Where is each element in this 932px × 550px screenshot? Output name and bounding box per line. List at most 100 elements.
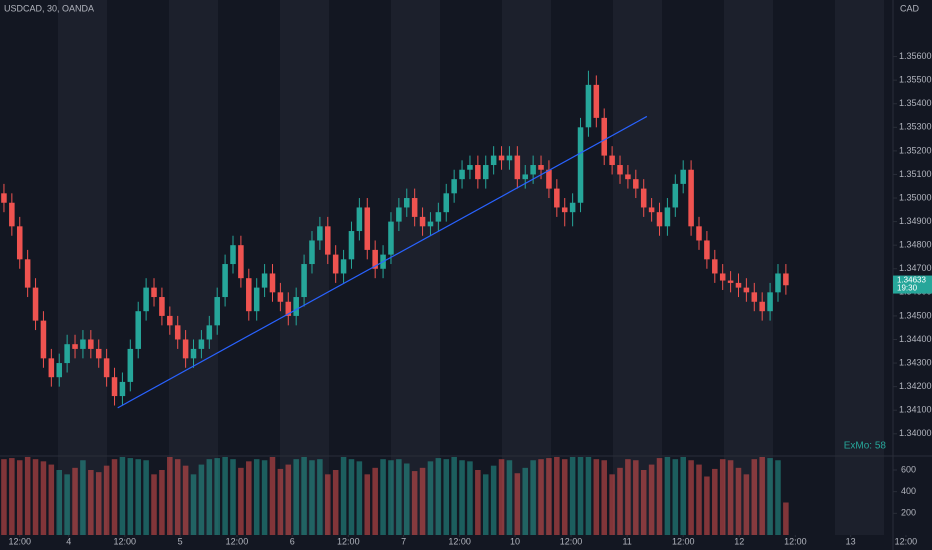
volume-bar xyxy=(704,476,710,535)
candle-body xyxy=(88,339,94,349)
volume-bar xyxy=(467,461,473,535)
candle-body xyxy=(80,339,86,349)
volume-tick-label: 200 xyxy=(901,508,916,518)
volume-bar xyxy=(246,461,252,535)
candle-body xyxy=(601,117,607,156)
volume-bar xyxy=(775,460,781,535)
currency-label: CAD xyxy=(900,3,920,13)
volume-bar xyxy=(285,464,292,535)
candle-body xyxy=(190,348,197,359)
volume-bar xyxy=(16,460,23,535)
volume-bar xyxy=(451,457,457,535)
volume-bar xyxy=(664,457,671,535)
candle-body xyxy=(593,84,600,118)
volume-bar xyxy=(514,473,521,535)
candle-body xyxy=(482,165,489,180)
volume-bar xyxy=(577,457,584,535)
volume-bar xyxy=(522,467,529,535)
volume-bar xyxy=(719,459,726,535)
candle-body xyxy=(182,339,189,359)
volume-bar xyxy=(767,458,773,535)
x-tick-label: 12:00 xyxy=(672,536,695,546)
x-tick-label: 12:00 xyxy=(560,536,583,546)
volume-bar xyxy=(309,460,315,535)
volume-bar xyxy=(680,457,686,535)
x-tick-label: 12:00 xyxy=(784,536,807,546)
volume-bar xyxy=(380,459,386,535)
volume-bar xyxy=(735,467,742,535)
candle-body xyxy=(633,179,639,189)
volume-tick-label: 600 xyxy=(901,464,916,474)
candle-body xyxy=(222,264,228,298)
y-tick-label: 1.35100 xyxy=(899,169,932,179)
volume-bar xyxy=(190,474,197,535)
x-tick-label: 13 xyxy=(846,536,856,546)
y-tick-label: 1.35600 xyxy=(899,51,932,61)
volume-bar xyxy=(490,465,497,535)
volume-bar xyxy=(712,468,718,535)
candle-body xyxy=(783,273,789,286)
candle-body xyxy=(214,297,220,326)
candle-body xyxy=(48,358,55,378)
volume-bar xyxy=(403,463,410,535)
volume-bar xyxy=(253,459,260,535)
x-tick-label: 12 xyxy=(734,536,744,546)
volume-bar xyxy=(119,457,126,535)
volume-bar xyxy=(261,460,268,535)
volume-bar xyxy=(538,459,544,535)
volume-bar xyxy=(56,470,63,535)
candle-body xyxy=(396,207,402,222)
volume-bar xyxy=(332,470,339,535)
candle-body xyxy=(56,363,63,378)
candle-body xyxy=(743,287,750,293)
candle-body xyxy=(135,311,141,349)
candle-body xyxy=(388,221,394,255)
candle-body xyxy=(688,169,694,227)
volume-bar xyxy=(751,459,758,535)
countdown-label: 19:30 xyxy=(897,284,918,293)
volume-bar xyxy=(174,459,181,535)
candle-body xyxy=(498,155,505,161)
volume-bar xyxy=(80,460,86,535)
y-tick-label: 1.34800 xyxy=(899,240,932,250)
candle-body xyxy=(759,301,765,312)
candle-body xyxy=(561,207,568,213)
volume-bar xyxy=(151,474,157,535)
volume-bar xyxy=(64,474,70,535)
session-band xyxy=(391,0,440,535)
candle-body xyxy=(198,339,205,349)
volume-bar xyxy=(340,457,347,535)
x-tick-label: 11 xyxy=(622,536,631,546)
candle-body xyxy=(569,202,576,213)
session-bands xyxy=(58,0,884,535)
volume-bar xyxy=(443,459,450,535)
candle-body xyxy=(530,165,536,175)
volume-bar xyxy=(569,457,576,535)
volume-bar xyxy=(561,459,568,535)
y-tick-label: 1.34400 xyxy=(899,334,932,344)
volume-bar xyxy=(230,459,236,535)
volume-bar xyxy=(388,460,394,535)
candle-body xyxy=(767,292,773,312)
volume-bar xyxy=(135,459,141,535)
candle-body xyxy=(9,202,15,227)
candle-body xyxy=(727,280,734,283)
candle-body xyxy=(459,169,465,180)
candle-body xyxy=(246,278,252,312)
volume-tick-label: 400 xyxy=(901,486,916,496)
y-tick-label: 1.35000 xyxy=(899,192,932,202)
volume-bar xyxy=(301,457,307,535)
candle-body xyxy=(475,165,481,180)
volume-bar xyxy=(530,460,536,535)
candle-body xyxy=(609,155,615,166)
x-tick-label: 12:00 xyxy=(448,536,471,546)
candle-body xyxy=(301,264,307,298)
candle-body xyxy=(72,344,78,349)
candle-body xyxy=(696,226,702,241)
candle-body xyxy=(16,226,23,260)
volume-bar xyxy=(127,458,134,535)
volume-bar xyxy=(601,460,607,535)
candle-body xyxy=(206,325,213,340)
volume-bar xyxy=(506,460,513,535)
